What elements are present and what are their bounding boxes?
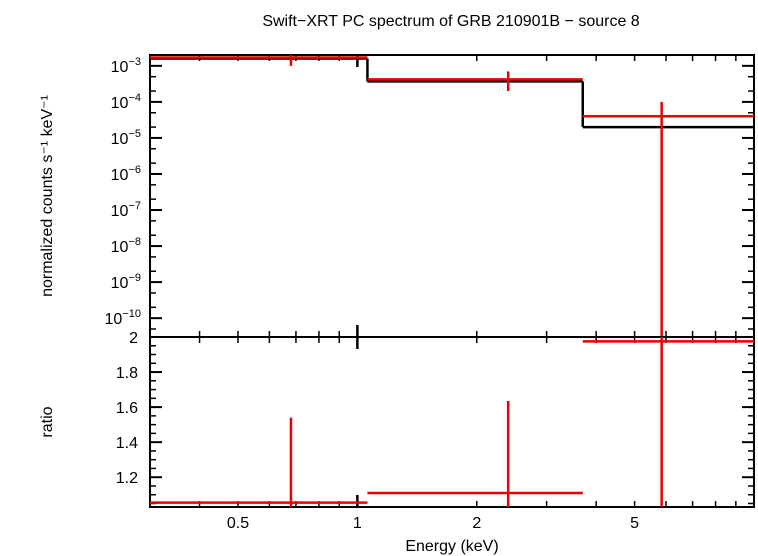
ratio-y-axis-label: ratio (39, 406, 56, 437)
chart-title: Swift−XRT PC spectrum of GRB 210901B − s… (262, 13, 639, 30)
x-tick-label: 2 (472, 515, 481, 532)
x-tick-label: 1 (353, 515, 362, 532)
y-tick-label: 10−6 (111, 164, 141, 184)
spectrum-panel-frame (149, 54, 755, 338)
spectrum-data-point (367, 71, 583, 92)
ratio-panel: 1.2 1.4 1.6 1.8 2 0.5 1 2 5 (116, 330, 755, 532)
y-tick-label: 2 (129, 330, 138, 347)
y-tick-label: 10−7 (111, 200, 141, 220)
ratio-data-point (150, 417, 368, 507)
y-tick-label: 1.8 (116, 365, 138, 382)
x-tick-label: 5 (630, 515, 639, 532)
y-tick-label: 10−5 (111, 128, 141, 148)
x-axis-label: Energy (keV) (405, 538, 498, 555)
y-tick-label: 1.6 (116, 400, 138, 417)
spectrum-data-point (150, 55, 368, 66)
y-tick-label: 10−3 (111, 56, 141, 76)
y-tick-label: 1.4 (116, 435, 138, 452)
spectrum-data-point (582, 101, 754, 337)
ratio-data-point (582, 337, 754, 507)
y-tick-label: 10−9 (111, 272, 141, 292)
y-tick-label: 10−10 (105, 308, 141, 328)
y-tick-label: 10−4 (111, 92, 141, 112)
ratio-panel-frame (149, 336, 755, 508)
spectrum-y-axis-label: normalized counts s⁻¹ keV⁻¹ (39, 95, 56, 297)
ratio-data-point (367, 400, 583, 507)
spectrum-panel: 10−3 10−4 10−5 10−6 10−7 10−8 10−9 10−10 (105, 54, 755, 338)
x-tick-label: 0.5 (227, 515, 249, 532)
y-tick-label: 1.2 (116, 470, 138, 487)
y-tick-label: 10−8 (111, 236, 141, 256)
